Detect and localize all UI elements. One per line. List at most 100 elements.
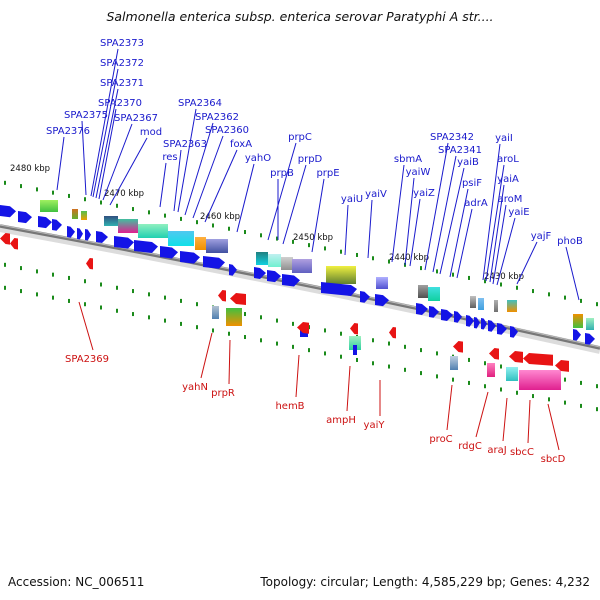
- forward-leader-line: [267, 142, 297, 241]
- forward-leader-line: [485, 164, 505, 282]
- track-tick: [84, 197, 86, 202]
- forward-gene-label: SPA2364: [178, 98, 222, 109]
- reverse-gene-arrow: [350, 323, 358, 335]
- reverse-gene-arrow: [489, 348, 499, 360]
- reverse-gene-label: yahN: [182, 382, 208, 393]
- forward-leader-line: [482, 143, 501, 281]
- track-tick: [388, 259, 390, 264]
- reverse-gene-label: prpR: [211, 388, 235, 399]
- forward-gene-label: yaiV: [365, 189, 387, 200]
- track-tick: [36, 292, 38, 297]
- forward-gene-arrow: [474, 317, 480, 329]
- reverse-gene-arrow: [453, 341, 463, 353]
- forward-gene-label: SPA2341: [438, 145, 482, 156]
- track-tick: [244, 312, 246, 317]
- topology-summary: Topology: circular; Length: 4,585,229 bp…: [260, 575, 590, 589]
- feature-block: [212, 306, 219, 319]
- forward-gene-label: yaiB: [457, 157, 479, 168]
- feature-block: [573, 314, 583, 328]
- forward-gene-label: yaiE: [508, 207, 529, 218]
- track-tick: [68, 193, 70, 198]
- track-tick: [468, 380, 470, 385]
- track-tick: [164, 295, 166, 300]
- reverse-gene-arrow: [297, 322, 309, 334]
- track-tick: [404, 344, 406, 349]
- forward-gene-arrow: [160, 246, 178, 259]
- forward-leader-line: [432, 155, 457, 273]
- forward-leader-line: [391, 164, 405, 263]
- forward-leader-line: [56, 136, 65, 191]
- forward-leader-line: [173, 149, 182, 212]
- organism-title: Salmonella enterica subsp. enterica sero…: [106, 9, 494, 24]
- forward-leader-line: [496, 217, 516, 286]
- forward-gene-label: aroM: [498, 194, 523, 205]
- forward-leader-line: [98, 108, 117, 200]
- forward-gene-arrow: [282, 274, 300, 287]
- reverse-gene-label: sbcC: [510, 447, 534, 458]
- track-tick: [420, 371, 422, 376]
- forward-leader-line: [95, 88, 119, 199]
- forward-leader-line: [516, 241, 538, 285]
- forward-gene-label: psiF: [462, 178, 482, 189]
- forward-gene-arrow: [429, 306, 439, 318]
- forward-leader-line: [90, 48, 119, 197]
- forward-gene-arrow: [497, 323, 507, 335]
- track-tick: [84, 302, 86, 307]
- forward-gene-label: yaiI: [495, 133, 513, 144]
- reverse-leader-line: [346, 365, 351, 412]
- reverse-leader-line: [502, 397, 508, 442]
- reverse-gene-label: ampH: [326, 415, 356, 426]
- feature-block: [519, 370, 561, 390]
- forward-leader-line: [177, 108, 197, 213]
- forward-gene-arrow: [454, 311, 462, 323]
- forward-leader-line: [404, 177, 415, 266]
- track-tick: [228, 226, 230, 231]
- forward-gene-arrow: [67, 226, 75, 238]
- reverse-gene-label: hemB: [275, 401, 304, 412]
- track-tick: [228, 331, 230, 336]
- track-tick: [340, 354, 342, 359]
- track-tick: [324, 246, 326, 251]
- track-tick: [132, 312, 134, 317]
- feature-block: [256, 252, 268, 265]
- forward-gene-label: prpC: [288, 132, 312, 143]
- track-tick: [196, 220, 198, 225]
- track-tick: [436, 374, 438, 379]
- kbp-tick-label: 2450 kbp: [293, 233, 333, 243]
- feature-block: [104, 216, 118, 226]
- track-tick: [404, 367, 406, 372]
- forward-gene-label: phoB: [557, 236, 583, 247]
- reverse-leader-line: [200, 332, 213, 379]
- track-tick: [596, 302, 598, 307]
- track-tick: [484, 279, 486, 284]
- track-tick: [340, 331, 342, 336]
- track-tick: [516, 390, 518, 395]
- reverse-gene-arrow: [555, 360, 569, 372]
- track-tick: [196, 325, 198, 330]
- track-tick: [116, 285, 118, 290]
- forward-gene-arrows: [0, 205, 595, 355]
- track-tick: [20, 266, 22, 271]
- forward-gene-label: yaiU: [341, 194, 363, 205]
- reverse-gene-label: araJ: [487, 445, 506, 456]
- forward-gene-arrow: [375, 294, 389, 307]
- track-tick: [452, 377, 454, 382]
- track-tick: [68, 298, 70, 303]
- reverse-leader-line: [228, 339, 231, 385]
- forward-leader-line: [109, 137, 148, 206]
- track-tick: [324, 351, 326, 356]
- track-tick: [420, 266, 422, 271]
- forward-leader-line: [102, 123, 133, 201]
- track-tick: [292, 239, 294, 244]
- kbp-tick-label: 2460 kbp: [200, 212, 240, 222]
- forward-gene-arrow: [585, 333, 595, 345]
- feature-block: [72, 209, 78, 219]
- forward-gene-arrow: [180, 251, 200, 264]
- forward-gene-arrow: [229, 264, 237, 276]
- feature-block: [326, 266, 356, 284]
- feature-block: [206, 239, 228, 253]
- forward-gene-arrow: [203, 256, 225, 269]
- track-tick: [596, 407, 598, 412]
- forward-gene-label: SPA2373: [100, 38, 144, 49]
